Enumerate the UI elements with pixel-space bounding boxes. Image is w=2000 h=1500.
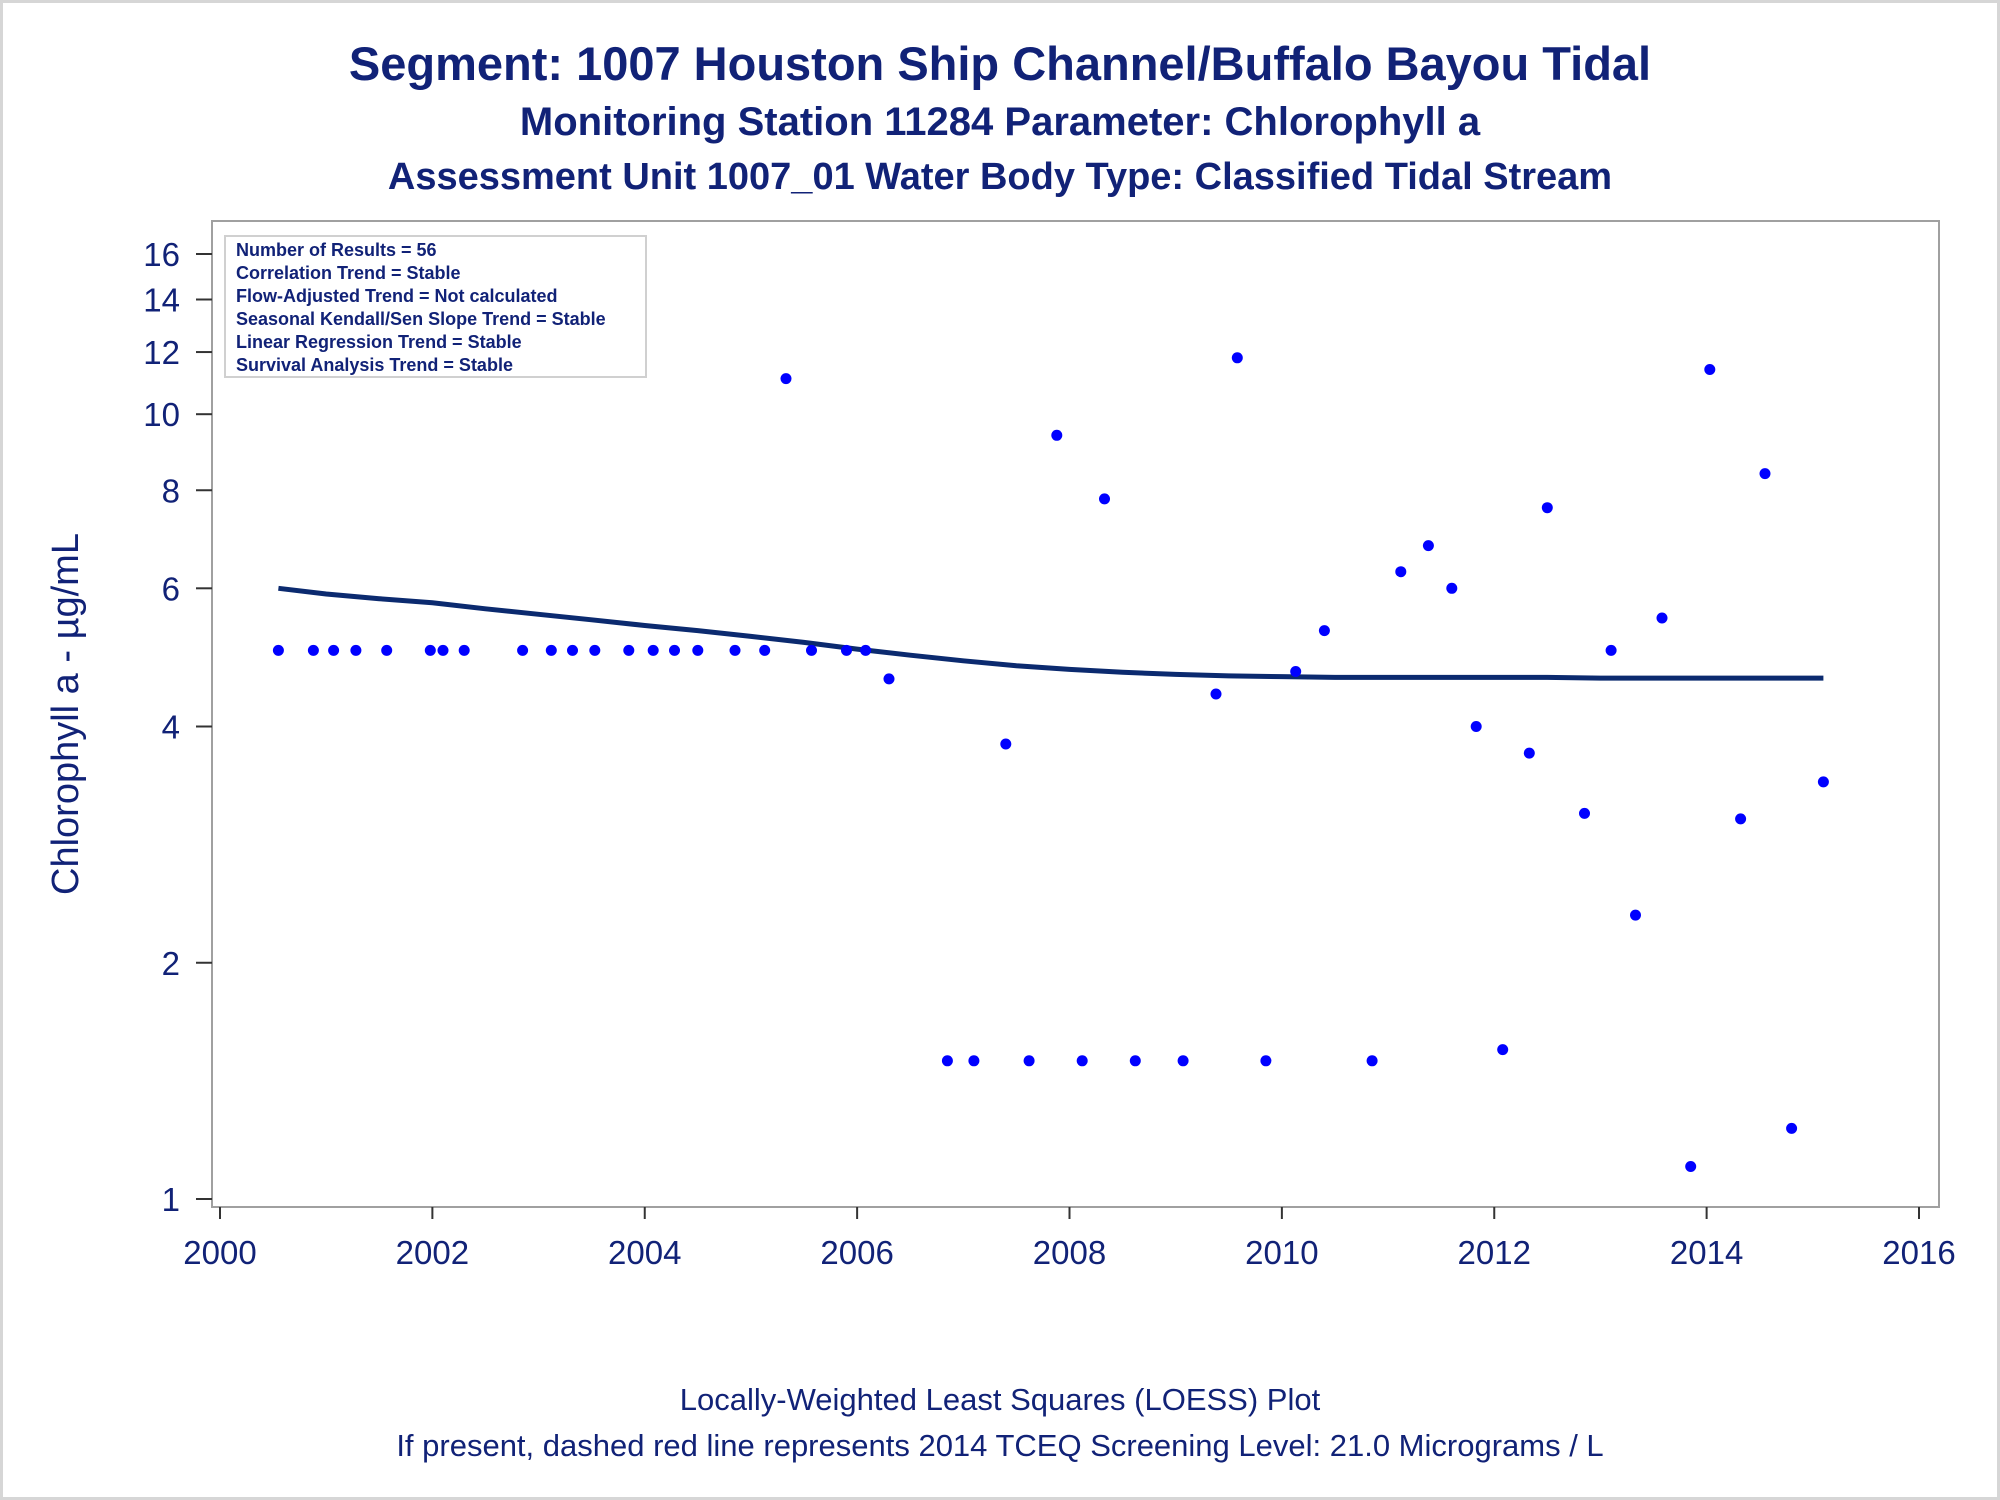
data-point (424, 644, 436, 656)
data-point (759, 644, 771, 656)
data-point (1541, 502, 1553, 514)
data-point (806, 644, 817, 656)
footnote-plot-type: Locally-Weighted Least Squares (LOESS) P… (679, 1382, 1321, 1417)
trend-summary-line: Linear Regression Trend = Stable (236, 332, 522, 352)
x-tick-label: 2008 (1033, 1234, 1106, 1271)
data-point (1446, 582, 1458, 594)
trend-summary-line: Correlation Trend = Stable (236, 263, 461, 283)
data-point (1366, 1055, 1378, 1067)
data-point (780, 373, 792, 385)
data-point (883, 673, 895, 685)
trend-summary-box: Number of Results = 56 Correlation Trend … (224, 235, 647, 378)
y-tick-label: 12 (143, 334, 180, 371)
chart-title: Segment: 1007 Houston Ship Channel/Buffa… (348, 37, 1652, 90)
data-point (1523, 747, 1535, 759)
data-point (860, 644, 872, 656)
data-point (1735, 813, 1747, 825)
data-point (841, 644, 852, 656)
footnote-screening-level: If present, dashed red line represents 2… (396, 1428, 1604, 1463)
data-point (1023, 1055, 1035, 1067)
scatter-points-layer (272, 238, 1829, 1172)
data-point (1605, 644, 1617, 656)
data-point (1630, 909, 1641, 921)
data-point (623, 644, 635, 656)
data-point (328, 644, 340, 656)
loess-line-layer (278, 585, 1824, 681)
data-point (1260, 1055, 1272, 1067)
x-tick-label: 2014 (1670, 1234, 1743, 1271)
data-point (458, 644, 470, 656)
data-point (1290, 666, 1302, 677)
y-tick-label: 14 (143, 282, 180, 319)
data-point (1470, 721, 1482, 732)
x-tick-label: 2004 (608, 1234, 681, 1271)
x-tick-label: 2002 (396, 1234, 469, 1271)
data-point (1579, 807, 1590, 819)
data-point (272, 644, 284, 656)
data-point (1099, 493, 1110, 505)
y-tick-label: 1 (162, 1181, 180, 1218)
data-point (1656, 612, 1668, 624)
data-point (941, 1055, 953, 1067)
x-tick-label: 2006 (820, 1234, 893, 1271)
data-point (692, 644, 704, 656)
data-point (1395, 566, 1407, 578)
trend-summary-border (224, 235, 647, 378)
y-tick-label: 16 (143, 236, 180, 273)
y-tick-label: 6 (162, 570, 180, 607)
data-point (1497, 1044, 1509, 1056)
y-axis-label: Chlorophyll a - µg/mL (45, 533, 87, 895)
trend-summary-line: Survival Analysis Trend = Stable (236, 355, 513, 375)
data-point (1129, 1055, 1141, 1067)
data-point (350, 644, 362, 656)
data-point (669, 644, 680, 656)
data-point (1817, 776, 1829, 788)
trend-summary-line: Flow-Adjusted Trend = Not calculated (236, 286, 558, 306)
y-tick-label: 4 (162, 709, 180, 746)
data-point (1177, 1055, 1189, 1067)
data-point (1422, 540, 1434, 552)
x-tick-label: 2010 (1245, 1234, 1318, 1271)
x-tick-label: 2016 (1882, 1234, 1955, 1271)
y-tick-label: 2 (162, 945, 180, 982)
data-point (1704, 364, 1716, 375)
data-point (1210, 688, 1222, 700)
x-tick-label: 2000 (183, 1234, 256, 1271)
data-point (1051, 429, 1063, 441)
chart-subtitle-assessment: Assessment Unit 1007_01 Water Body Type:… (387, 156, 1613, 198)
loess-line (278, 585, 1824, 681)
x-tick-label: 2012 (1458, 1234, 1531, 1271)
data-point (1759, 468, 1771, 480)
trend-summary-line: Number of Results = 56 (236, 240, 437, 260)
data-point (437, 644, 449, 656)
data-point (517, 644, 529, 656)
y-tick-label: 10 (143, 396, 180, 433)
data-point (545, 644, 557, 656)
data-point (1076, 1055, 1088, 1067)
chart-subtitle-station: Monitoring Station 11284 Parameter: Chlo… (519, 100, 1481, 144)
data-point (647, 644, 659, 656)
data-point (1231, 352, 1243, 364)
data-point (1000, 738, 1012, 750)
data-point (381, 644, 393, 656)
data-point (307, 644, 319, 656)
x-axis: 2000 2002 2004 2006 2008 2010 2012 2014 2016 (183, 1206, 1956, 1271)
data-point (1318, 625, 1330, 637)
data-point (1786, 1122, 1798, 1134)
data-point (729, 644, 741, 656)
data-point (589, 644, 601, 656)
data-point (968, 1055, 980, 1067)
y-tick-label: 8 (162, 472, 180, 509)
data-point (1685, 1161, 1697, 1172)
trend-summary-line: Seasonal Kendall/Sen Slope Trend = Stabl… (236, 309, 606, 329)
data-point (567, 644, 578, 656)
